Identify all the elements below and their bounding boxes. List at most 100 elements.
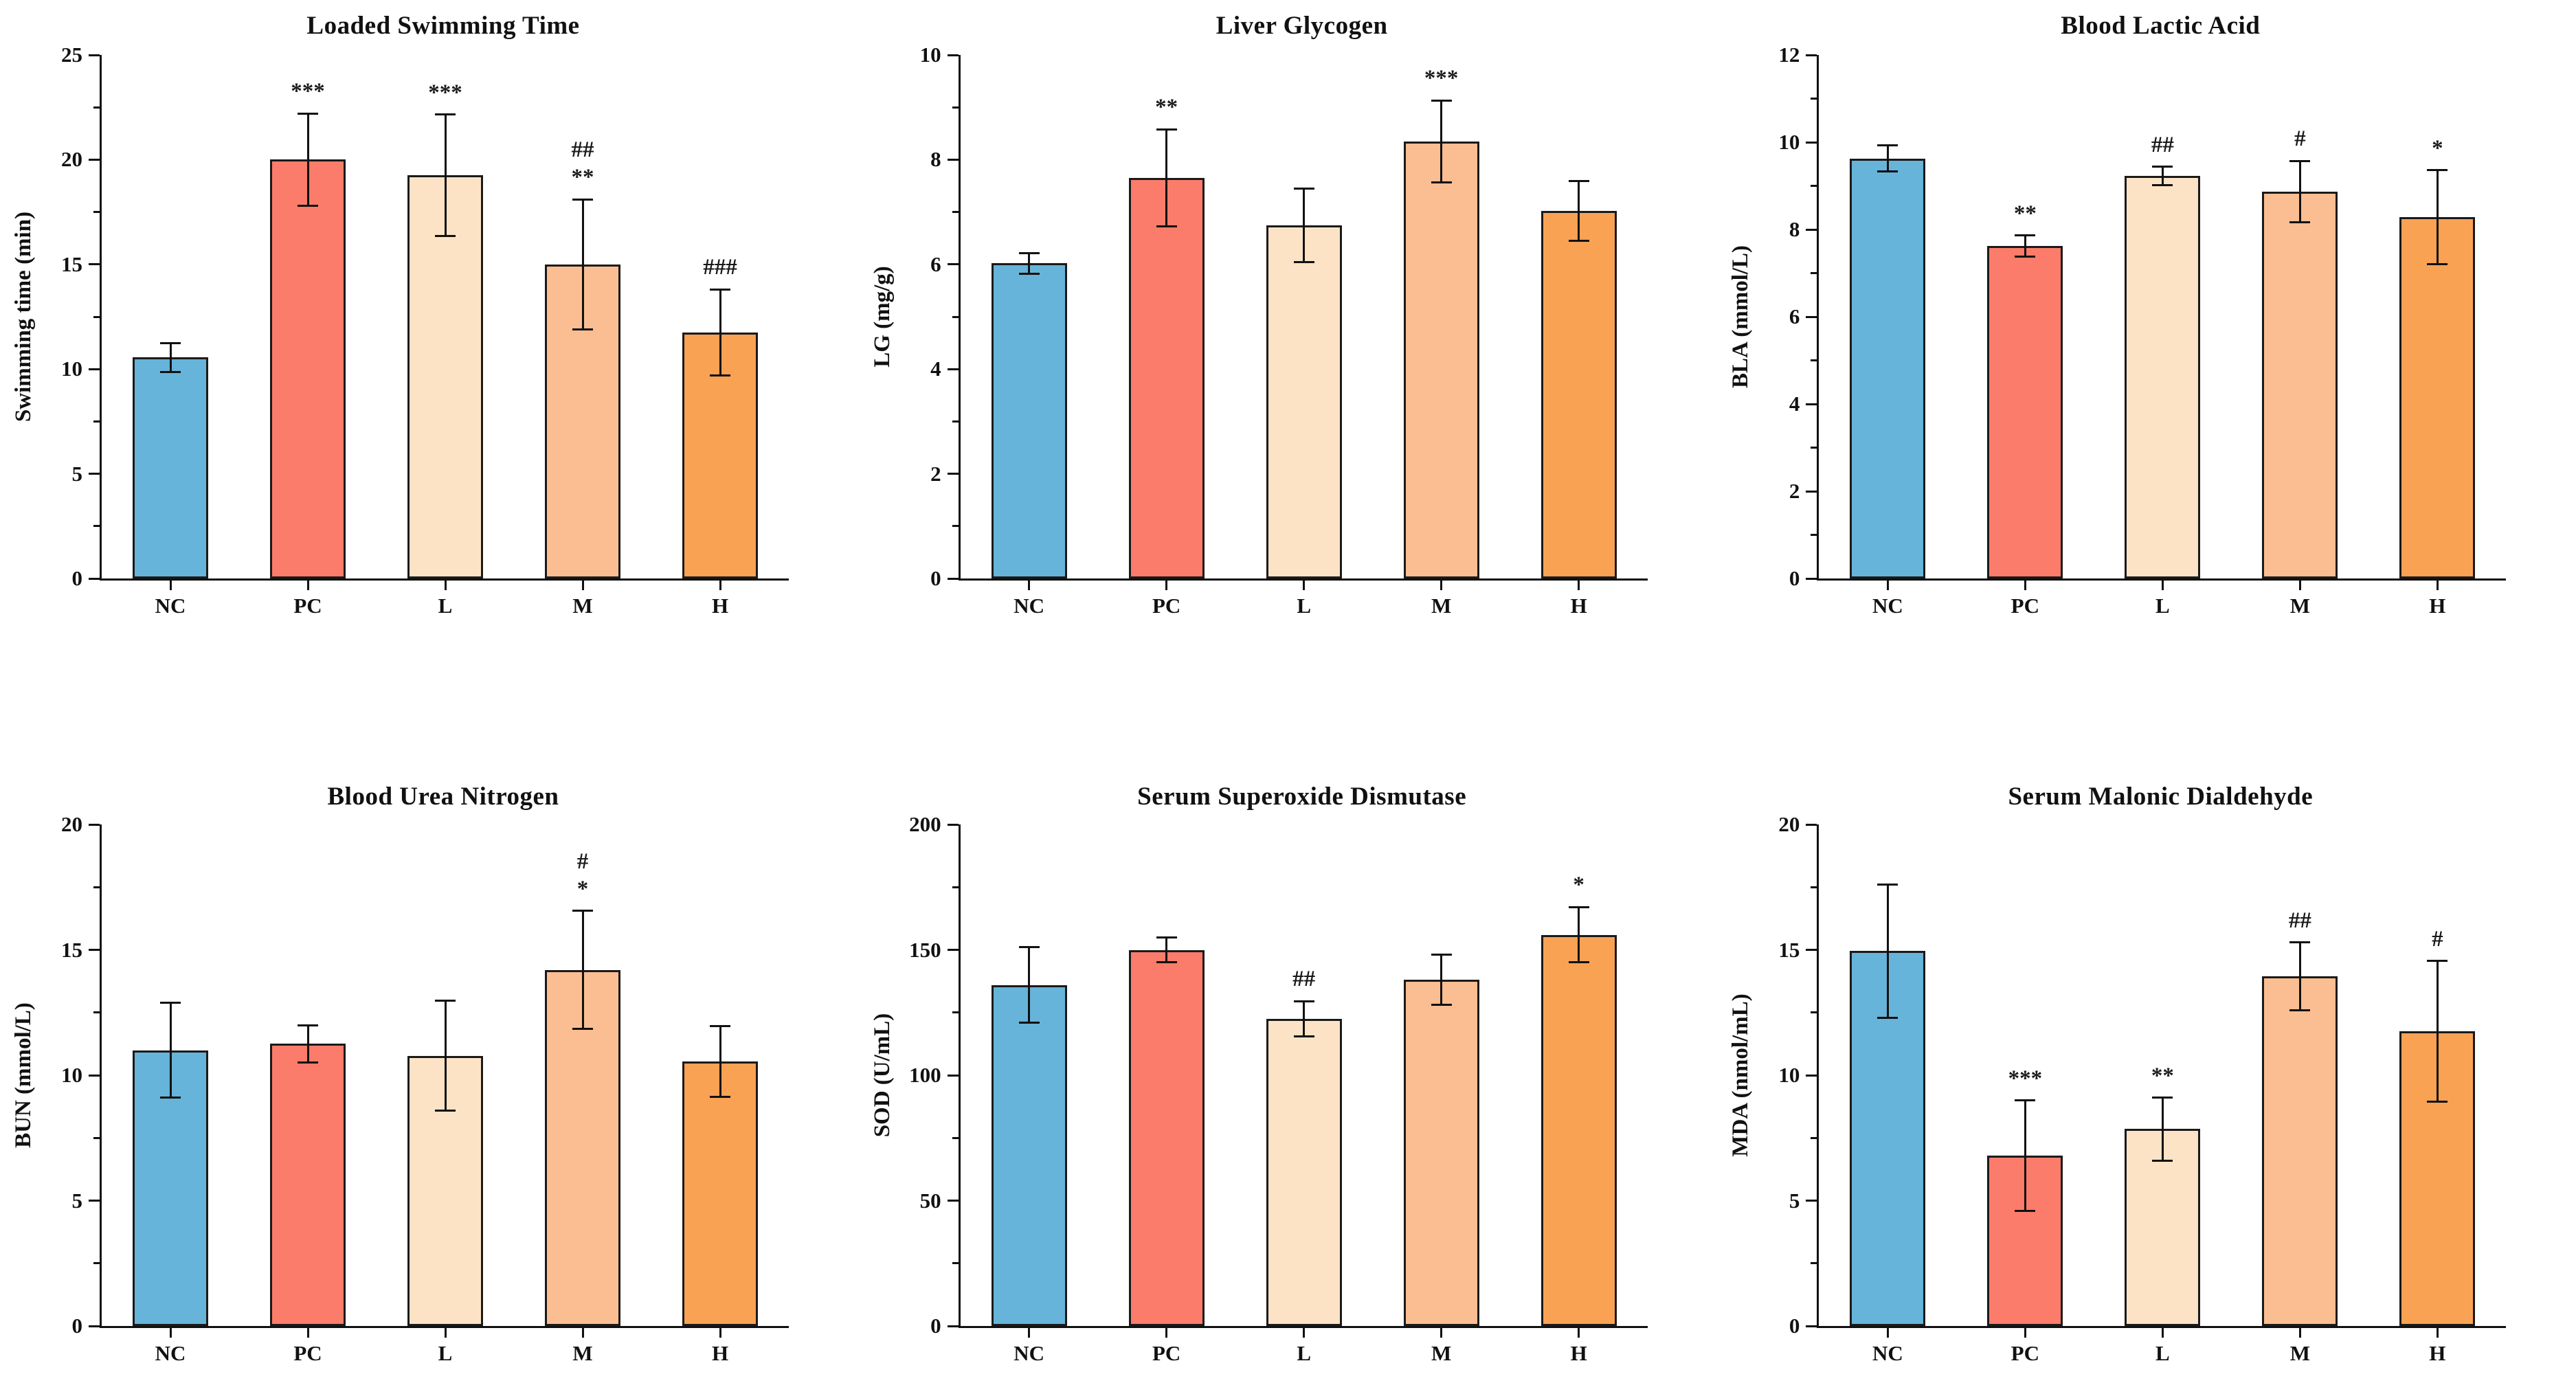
y-axis-tick xyxy=(89,368,100,370)
bar-PC[interactable] xyxy=(1128,949,1205,1326)
y-axis-minor-tick xyxy=(1811,1136,1817,1139)
significance-marker: ** xyxy=(1112,93,1222,121)
bar-M[interactable] xyxy=(2262,976,2338,1326)
bar-NC[interactable] xyxy=(133,1050,208,1326)
x-axis-tick xyxy=(444,581,447,590)
significance-marker: ### xyxy=(665,254,775,281)
y-axis-minor-tick xyxy=(1811,185,1817,187)
x-axis-tick xyxy=(1165,581,1168,590)
bar-M[interactable] xyxy=(1403,980,1479,1326)
y-tick-label: 15 xyxy=(1778,937,1800,962)
error-bar-cap-bottom xyxy=(2152,1159,2173,1162)
significance-marker: ## xyxy=(2245,907,2355,934)
bar-PC[interactable] xyxy=(270,1044,346,1326)
error-bar-cap-top xyxy=(1293,1000,1314,1002)
x-category-label: L xyxy=(2155,594,2170,618)
y-axis-tick xyxy=(947,263,959,266)
y-tick-label: 6 xyxy=(1789,304,1800,328)
y-axis-minor-tick xyxy=(952,106,959,109)
plot-area: 0 5 10 15 20 25 NC PC *** L *** M ## ** H ### xyxy=(61,43,789,618)
error-bar-cap-top xyxy=(2152,166,2173,168)
y-axis-minor-tick xyxy=(952,211,959,214)
bar-PC[interactable] xyxy=(1128,178,1205,578)
x-axis-tick xyxy=(719,1328,721,1338)
plot-area: 0 5 10 15 20 NC PC L M # * H xyxy=(61,812,789,1365)
bar-NC[interactable] xyxy=(1850,158,1926,578)
significance-line: # xyxy=(2294,126,2306,152)
y-axis-minor-tick xyxy=(93,1262,100,1265)
y-tick-label: 2 xyxy=(1789,479,1800,503)
bar-H[interactable] xyxy=(1541,934,1617,1326)
bar-NC[interactable] xyxy=(991,263,1067,578)
x-category-label: L xyxy=(2155,1341,2170,1365)
error-bar xyxy=(1165,129,1168,227)
y-axis-tick xyxy=(89,949,100,951)
bar-L[interactable] xyxy=(407,175,483,578)
error-bar-cap-top xyxy=(1877,144,1899,146)
y-axis-minor-tick xyxy=(93,886,100,888)
bar-NC[interactable] xyxy=(133,357,208,578)
bar-H[interactable] xyxy=(2399,217,2476,578)
x-axis-tick xyxy=(169,581,172,590)
significance-line: # xyxy=(2432,926,2443,952)
x-axis-tick xyxy=(581,581,584,590)
error-bar xyxy=(1303,188,1306,262)
y-tick-label: 15 xyxy=(61,251,82,276)
y-axis-tick xyxy=(947,1325,959,1327)
bar-L[interactable] xyxy=(1266,225,1342,578)
bar-NC[interactable] xyxy=(991,985,1067,1326)
y-axis-tick xyxy=(1806,403,1817,405)
error-bar-cap-bottom xyxy=(2289,1009,2311,1011)
x-axis-tick xyxy=(169,1328,172,1338)
x-axis-tick xyxy=(2436,581,2439,590)
error-bar xyxy=(2024,235,2026,257)
x-category-label: L xyxy=(438,1341,453,1365)
chart-title: Serum Malonic Dialdehyde xyxy=(2008,783,2314,811)
bar-M[interactable] xyxy=(1403,141,1479,578)
error-bar xyxy=(2161,1097,2164,1161)
x-axis-tick xyxy=(306,581,309,590)
x-axis-tick xyxy=(1440,1328,1443,1338)
y-tick-label: 0 xyxy=(1789,1314,1800,1338)
significance-line: *** xyxy=(428,80,462,105)
y-axis-minor-tick xyxy=(1811,447,1817,449)
error-bar xyxy=(306,113,309,206)
bar-L[interactable] xyxy=(407,1055,483,1326)
bar-PC[interactable] xyxy=(1987,246,2063,578)
y-axis-tick xyxy=(1806,823,1817,826)
error-bar-cap-top xyxy=(1877,884,1899,886)
x-category-label: L xyxy=(1297,1341,1311,1365)
bar-PC[interactable] xyxy=(270,159,346,578)
bar-M[interactable] xyxy=(2262,191,2338,578)
y-tick-label: 12 xyxy=(1778,43,1800,67)
significance-line: ** xyxy=(571,165,594,190)
significance-line: * xyxy=(2432,135,2443,161)
y-tick-label: 10 xyxy=(61,1063,82,1087)
error-bar xyxy=(444,1000,447,1111)
y-tick-label: 0 xyxy=(71,1314,83,1338)
error-bar xyxy=(444,114,447,236)
y-axis-tick xyxy=(1806,1200,1817,1202)
bar-L[interactable] xyxy=(2125,175,2201,578)
x-category-label: PC xyxy=(2011,1341,2039,1365)
chart-title: Liver Glycogen xyxy=(1216,12,1388,40)
error-bar xyxy=(1440,954,1443,1005)
significance-marker: ## ** xyxy=(528,136,638,191)
y-tick-label: 20 xyxy=(1778,812,1800,836)
error-bar-cap-top xyxy=(298,112,318,115)
bar-H[interactable] xyxy=(682,1061,758,1326)
x-axis-tick xyxy=(1303,1328,1306,1338)
error-bar xyxy=(1578,181,1580,241)
significance-line: * xyxy=(1573,873,1584,898)
x-axis-tick xyxy=(1440,581,1443,590)
bar-L[interactable] xyxy=(1266,1018,1342,1326)
y-axis-minor-tick xyxy=(1811,1262,1817,1265)
x-axis-tick xyxy=(2161,1328,2164,1338)
x-axis-tick xyxy=(1028,1328,1031,1338)
y-axis-label: LG (mg/g) xyxy=(869,266,895,368)
y-tick-label: 10 xyxy=(919,43,941,67)
bar-H[interactable] xyxy=(1541,211,1617,578)
y-tick-label: 6 xyxy=(930,251,941,276)
y-tick-label: 8 xyxy=(930,147,941,172)
y-axis-minor-tick xyxy=(952,315,959,318)
